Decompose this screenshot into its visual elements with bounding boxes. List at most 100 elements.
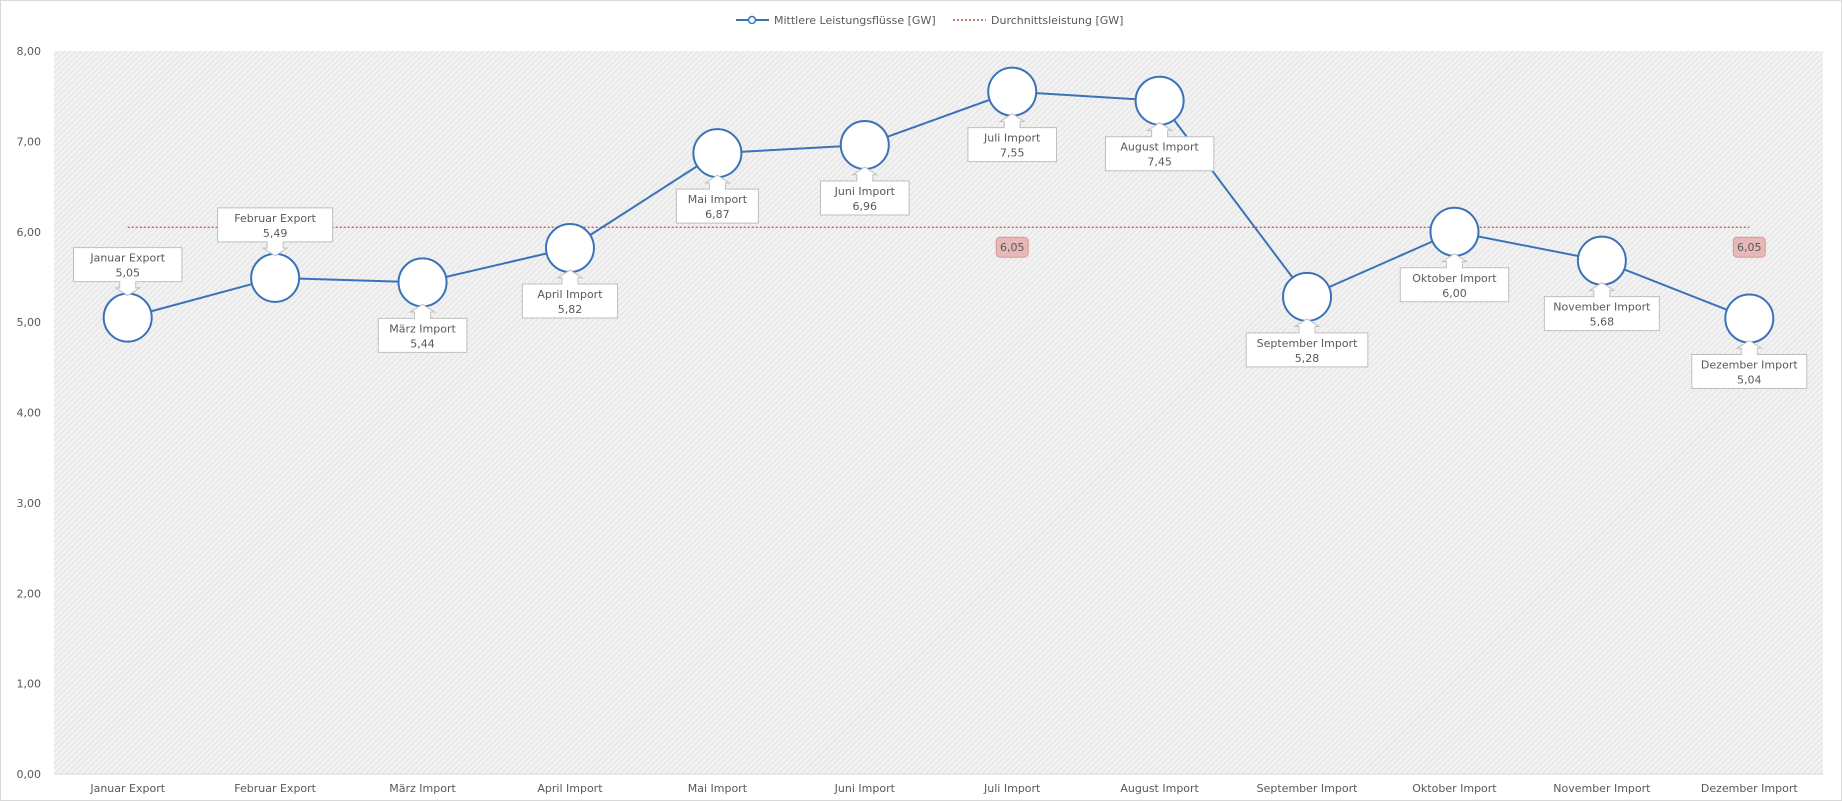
x-tick-label: Juni Import [834, 782, 896, 795]
data-callout: Juni Import 6,96 [819, 166, 910, 216]
data-callout: Februar Export 5,49 [217, 207, 334, 257]
callout-value-label: 5,82 [558, 303, 583, 316]
average-data-label: 6,05 [1732, 236, 1766, 258]
callout-layer: Januar Export 5,05 Februar Export 5,49 März … [73, 113, 1808, 390]
callout-box [1691, 339, 1808, 390]
data-callout: April Import 5,82 [521, 269, 619, 319]
callout-box [217, 207, 334, 257]
data-callout: Dezember Import 5,04 [1691, 339, 1808, 390]
data-callout: Mai Import 6,87 [675, 174, 759, 224]
callout-category-label: März Import [389, 322, 456, 335]
data-callout: Januar Export 5,05 [73, 247, 183, 297]
callout-box [1399, 253, 1510, 303]
callout-value-label: 7,55 [1000, 147, 1025, 160]
plot-area [54, 51, 1823, 774]
legend-label-series-2: Durchnittsleistung [GW] [991, 14, 1123, 27]
callout-value-label: 5,44 [410, 337, 435, 350]
x-tick-label: Mai Import [688, 782, 748, 795]
callout-value-label: 5,05 [115, 267, 140, 280]
data-callout: August Import 7,45 [1104, 122, 1215, 172]
callout-category-label: Juli Import [983, 132, 1041, 145]
average-label-box [1732, 236, 1766, 258]
y-tick-label: 5,00 [17, 316, 42, 329]
callout-box [1245, 318, 1369, 368]
callout-category-label: Januar Export [89, 252, 165, 265]
x-tick-label: November Import [1553, 782, 1651, 795]
callout-box [1543, 282, 1660, 332]
callout-category-label: Dezember Import [1701, 359, 1798, 372]
legend: Mittlere Leistungsflüsse [GW] Durchnitts… [736, 14, 1123, 27]
series-layer [102, 66, 1775, 344]
callout-category-label: Mai Import [688, 193, 748, 206]
callout-category-label: November Import [1553, 301, 1651, 314]
y-tick-label: 3,00 [17, 497, 42, 510]
y-tick-label: 6,00 [17, 226, 42, 239]
callout-value-label: 5,49 [263, 227, 288, 240]
y-tick-label: 4,00 [17, 407, 42, 420]
x-tick-label: Oktober Import [1412, 782, 1497, 795]
callout-category-label: Februar Export [234, 212, 316, 225]
callout-category-label: August Import [1120, 141, 1199, 154]
data-point-marker [1134, 75, 1185, 126]
data-point-marker [1724, 293, 1775, 344]
y-tick-label: 8,00 [17, 45, 42, 58]
x-tick-label: Januar Export [89, 782, 165, 795]
legend-item-series-1: Mittlere Leistungsflüsse [GW] [736, 14, 936, 27]
average-line-layer: 6,05 6,05 [127, 226, 1766, 258]
x-tick-label: Februar Export [234, 782, 316, 795]
data-point-marker [839, 119, 890, 170]
data-point-marker [397, 257, 448, 308]
callout-box [675, 174, 759, 224]
callout-category-label: Juni Import [834, 185, 896, 198]
x-tick-label: April Import [537, 782, 603, 795]
legend-marker-icon [747, 15, 757, 25]
x-tick-label: Juli Import [983, 782, 1041, 795]
x-tick-label: September Import [1257, 782, 1358, 795]
callout-box [521, 269, 619, 319]
callout-box [819, 166, 910, 216]
average-label-text: 6,05 [1737, 241, 1762, 254]
data-point-marker [1429, 206, 1480, 257]
callout-value-label: 6,87 [705, 208, 730, 221]
x-tick-label: Dezember Import [1701, 782, 1798, 795]
callout-category-label: Oktober Import [1412, 272, 1497, 285]
y-tick-label: 7,00 [17, 135, 42, 148]
average-label-text: 6,05 [1000, 241, 1025, 254]
axes: 0,00 1,00 2,00 3,00 4,00 5,00 6,00 7,00 8,00 Janu… [17, 45, 1823, 795]
data-callout: November Import 5,68 [1543, 282, 1660, 332]
y-tick-label: 2,00 [17, 587, 42, 600]
data-point-marker [102, 292, 153, 343]
data-point-marker [250, 252, 301, 303]
data-point-marker [1576, 235, 1627, 286]
callout-box [73, 247, 183, 297]
y-tick-label: 1,00 [17, 678, 42, 691]
callout-value-label: 5,28 [1295, 352, 1320, 365]
callout-value-label: 7,45 [1147, 156, 1172, 169]
average-data-label: 6,05 [995, 236, 1029, 258]
callout-box [967, 113, 1058, 163]
data-callout: Oktober Import 6,00 [1399, 253, 1510, 303]
callout-value-label: 6,00 [1442, 287, 1467, 300]
data-point-marker [544, 223, 595, 274]
callout-box [1104, 122, 1215, 172]
data-point-marker [987, 66, 1038, 117]
legend-item-series-2: Durchnittsleistung [GW] [953, 14, 1123, 27]
data-callout: März Import 5,44 [377, 303, 468, 353]
data-point-marker [1282, 271, 1333, 322]
x-tick-label: März Import [389, 782, 456, 795]
y-tick-label: 0,00 [17, 768, 42, 781]
callout-value-label: 6,96 [853, 200, 878, 213]
callout-box [377, 303, 468, 353]
callout-category-label: April Import [537, 288, 603, 301]
data-point-marker [692, 128, 743, 179]
callout-value-label: 5,04 [1737, 374, 1762, 387]
data-callout: September Import 5,28 [1245, 318, 1369, 368]
callout-value-label: 5,68 [1590, 316, 1615, 329]
data-callout: Juli Import 7,55 [967, 113, 1058, 163]
callout-category-label: September Import [1257, 337, 1358, 350]
legend-label-series-1: Mittlere Leistungsflüsse [GW] [774, 14, 936, 27]
average-label-box [995, 236, 1029, 258]
x-tick-label: August Import [1120, 782, 1199, 795]
